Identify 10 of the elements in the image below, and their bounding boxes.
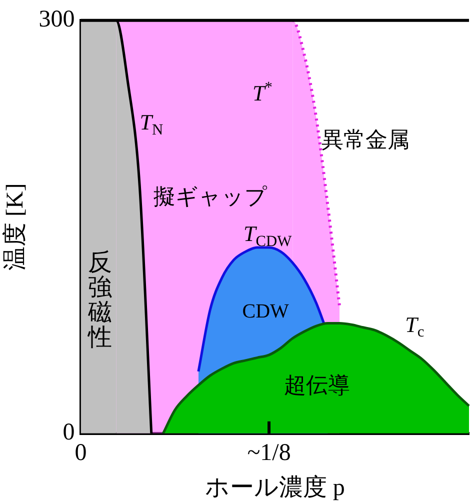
annotation: 超伝導 — [284, 372, 350, 398]
series-label: T* — [252, 79, 272, 106]
annotation: CDW — [242, 300, 290, 323]
y-axis-title: 温度 [K] — [2, 183, 29, 271]
annotation: 反強磁性 — [87, 250, 112, 352]
annotation: 擬ギャップ — [153, 184, 268, 209]
x-axis-title: ホール濃度 p — [204, 474, 345, 501]
x-tick-label: ~1/8 — [247, 440, 291, 466]
y-tick-label: 300 — [38, 6, 75, 33]
annotation: 異常金属 — [322, 127, 410, 152]
